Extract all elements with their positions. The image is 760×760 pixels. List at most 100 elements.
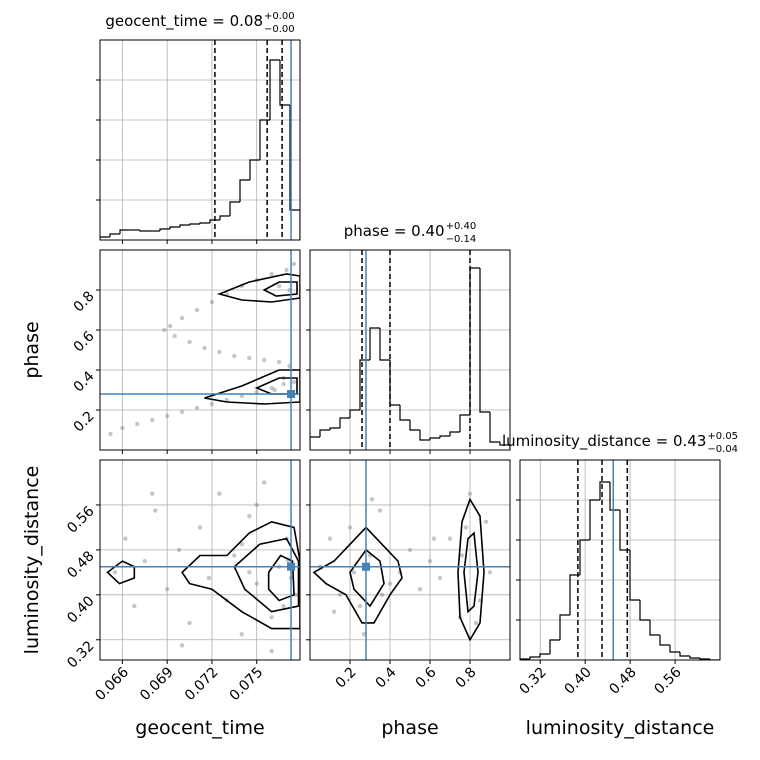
sample-point xyxy=(176,547,182,553)
sample-point xyxy=(281,381,286,387)
histogram-step xyxy=(119,229,130,234)
histogram-step xyxy=(339,417,350,428)
sample-point xyxy=(379,592,385,598)
sample-point xyxy=(377,508,383,513)
histogram-step xyxy=(429,437,440,440)
sample-point xyxy=(161,327,167,333)
panel-content xyxy=(100,250,300,450)
histogram-step xyxy=(659,635,670,646)
contour xyxy=(312,526,403,624)
histogram-step xyxy=(569,574,580,615)
panel-content xyxy=(520,460,720,660)
histogram-step xyxy=(239,179,250,202)
title-upper: +0.00 xyxy=(264,11,295,22)
panel-content xyxy=(310,250,510,450)
histogram-step xyxy=(479,268,490,413)
histogram-step xyxy=(449,431,460,436)
sample-point xyxy=(331,609,337,614)
sample-point xyxy=(361,631,367,637)
histogram-step xyxy=(539,653,550,657)
sample-point xyxy=(281,603,286,609)
sample-point xyxy=(261,357,267,363)
sample-point xyxy=(135,421,140,427)
sample-point xyxy=(239,542,244,547)
sample-point xyxy=(247,570,252,575)
sample-point xyxy=(206,575,212,581)
panel: geocent_time = 0.08 +0.00 −0.00 xyxy=(96,11,301,244)
sample-point xyxy=(261,480,267,485)
histogram-step xyxy=(459,414,470,432)
histogram-step xyxy=(599,481,610,500)
sample-point xyxy=(269,385,274,391)
sample-point xyxy=(232,353,237,359)
histogram-step xyxy=(159,228,170,231)
sample-point xyxy=(276,359,282,365)
sample-point xyxy=(217,491,222,496)
sample-point xyxy=(272,387,277,393)
panel-title: phase = 0.40 +0.40 −0.14 xyxy=(344,221,476,245)
title-lower: −0.00 xyxy=(264,24,295,35)
sample-point xyxy=(232,553,237,558)
panel-content xyxy=(100,40,300,240)
sample-point xyxy=(164,587,170,592)
sample-point xyxy=(459,553,465,558)
histogram-step xyxy=(689,656,700,659)
panel-frame xyxy=(99,249,301,451)
sample-point xyxy=(431,536,437,541)
histogram-step xyxy=(179,224,190,227)
title-lower: −0.14 xyxy=(446,234,477,245)
histogram-step xyxy=(369,327,380,360)
histogram-step xyxy=(649,620,660,636)
sample-point xyxy=(179,643,185,648)
histogram-step xyxy=(709,659,720,660)
histogram-step xyxy=(249,159,260,180)
histogram-step xyxy=(439,435,450,438)
contour xyxy=(233,537,300,613)
y-axis-label: phase xyxy=(21,321,43,378)
contour xyxy=(262,281,298,297)
sample-point xyxy=(187,339,192,345)
panel-content xyxy=(100,460,300,660)
x-axis-label: luminosity_distance xyxy=(526,717,715,739)
histogram-step xyxy=(409,420,420,431)
sample-point xyxy=(473,620,479,626)
sample-point xyxy=(417,587,423,592)
contour xyxy=(254,377,298,395)
histogram-step xyxy=(169,226,180,229)
sample-point xyxy=(108,431,113,437)
histogram-step xyxy=(109,233,120,237)
sample-point xyxy=(132,603,137,609)
contour xyxy=(457,497,485,642)
histogram-step xyxy=(269,59,280,120)
x-axis-label: phase xyxy=(381,717,438,739)
histogram-step xyxy=(379,328,390,361)
panel-frame xyxy=(99,39,301,241)
sample-point xyxy=(467,491,473,496)
histogram-step xyxy=(310,436,320,450)
sample-point xyxy=(254,502,259,508)
sample-point xyxy=(269,615,274,620)
panel-title: geocent_time = 0.08 +0.00 −0.00 xyxy=(105,11,294,35)
sample-point xyxy=(269,648,274,654)
histogram-step xyxy=(289,105,300,240)
panel-frame xyxy=(309,459,511,661)
truth-marker xyxy=(362,562,370,571)
sample-point xyxy=(123,536,128,541)
sample-point xyxy=(150,417,155,423)
sample-point xyxy=(276,283,282,289)
histogram-step xyxy=(679,652,690,657)
contour xyxy=(204,369,300,405)
sample-point xyxy=(112,570,118,575)
sample-point xyxy=(217,349,222,355)
sample-point xyxy=(291,379,297,385)
sample-point xyxy=(202,345,207,351)
sample-point xyxy=(239,393,244,399)
truth-marker xyxy=(287,390,296,398)
title-upper: +0.40 xyxy=(446,221,477,232)
sample-point xyxy=(437,575,443,581)
sample-point xyxy=(194,307,200,313)
sample-point xyxy=(254,581,259,586)
sample-point xyxy=(427,558,433,564)
